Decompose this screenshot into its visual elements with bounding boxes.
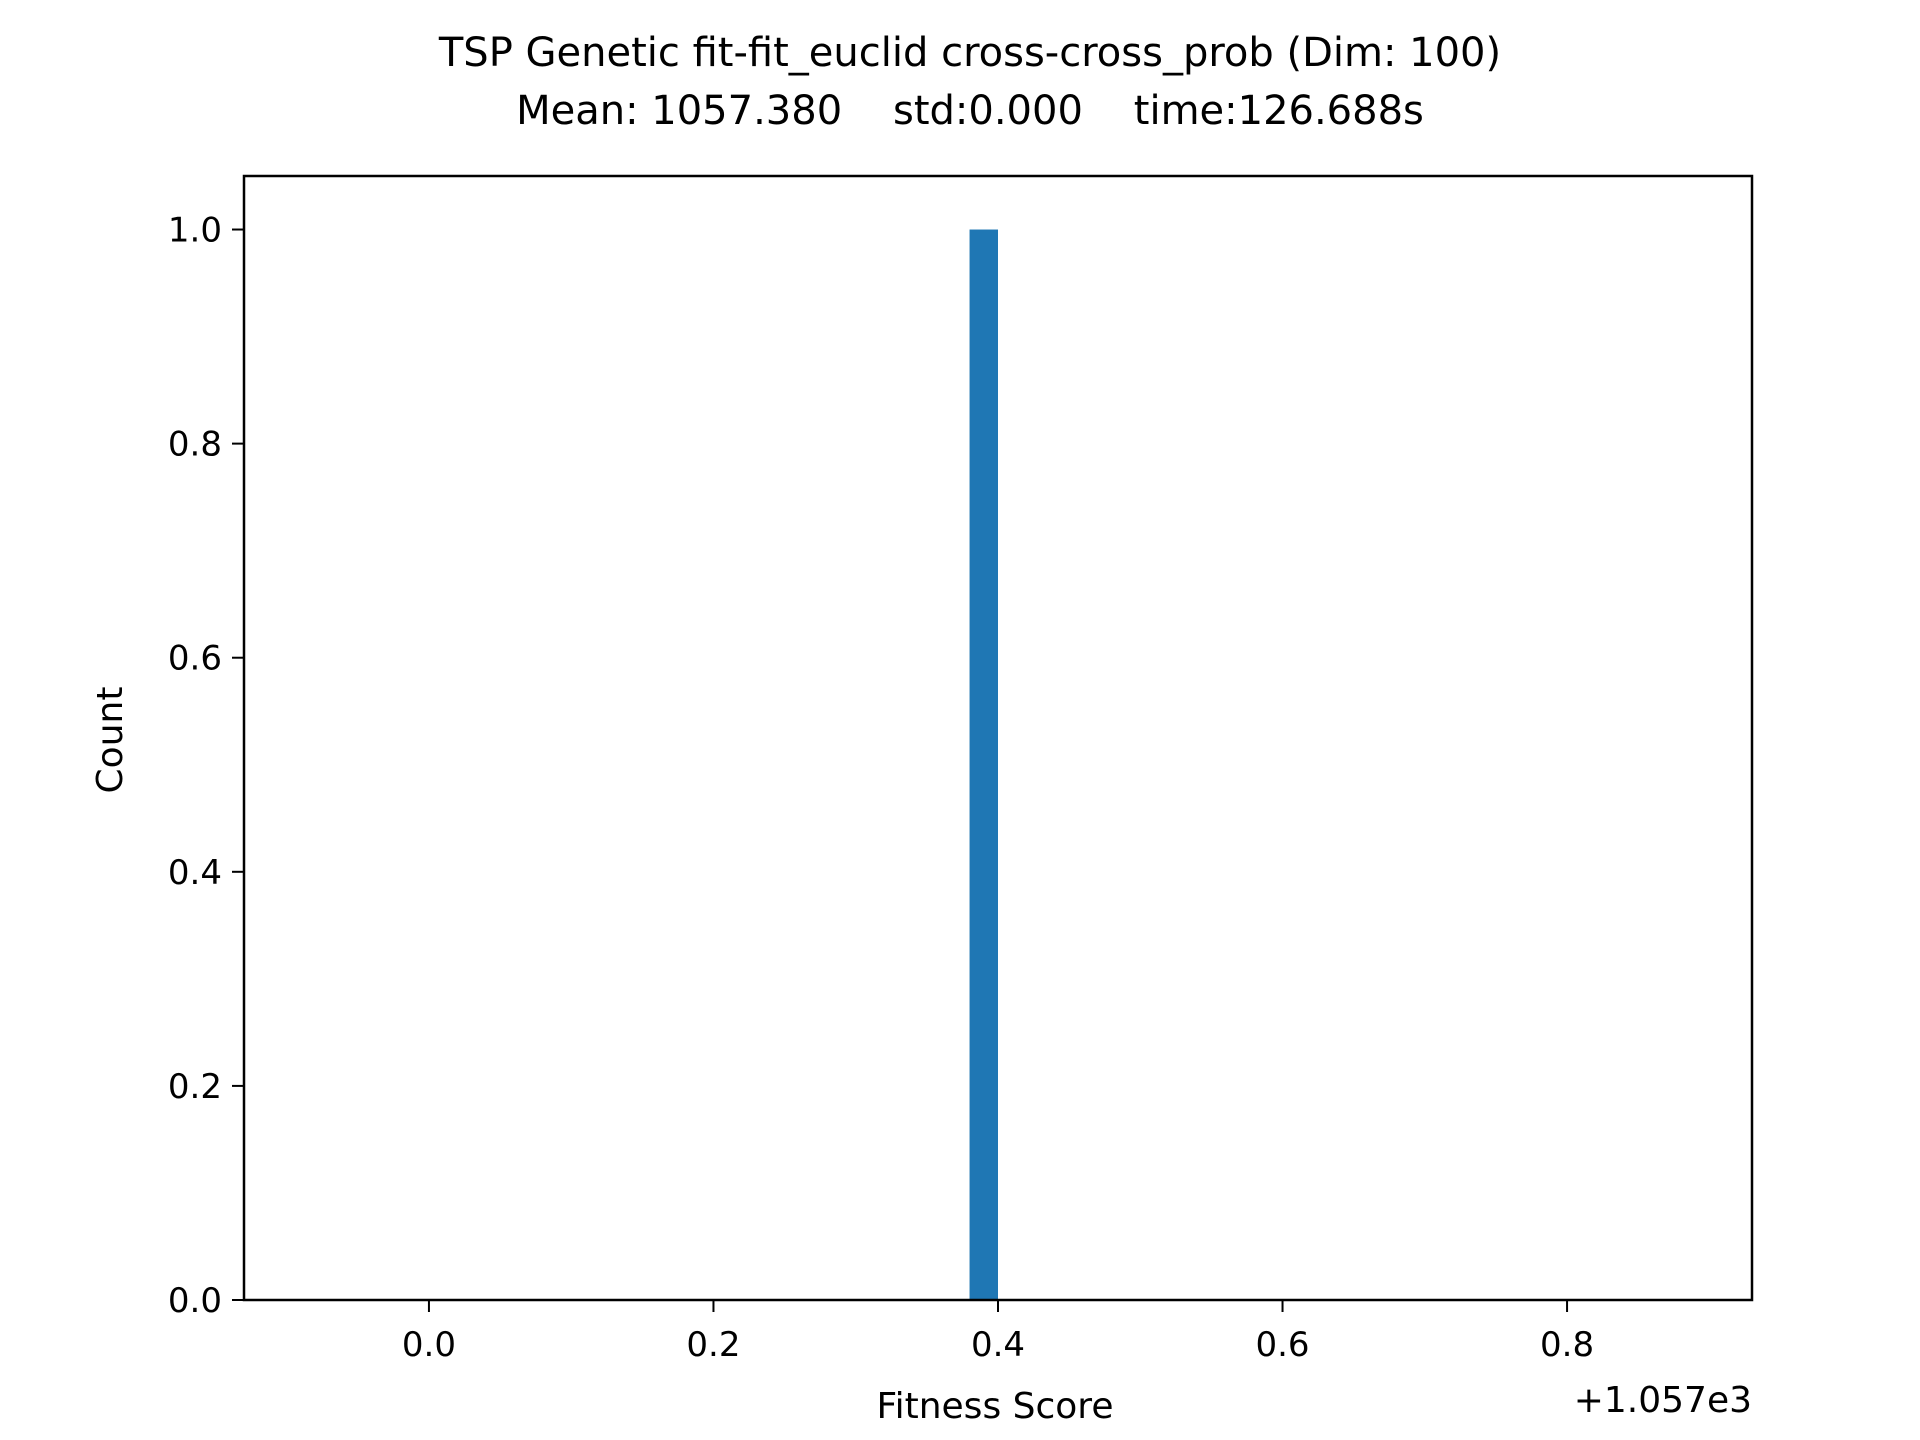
plot-frame — [242, 174, 1754, 1302]
x-tick-label-2: 0.4 — [971, 1325, 1025, 1365]
x-tick-label-4: 0.8 — [1540, 1325, 1594, 1365]
y-axis-label: Count — [90, 687, 131, 794]
y-tick-label-2: 0.4 — [168, 853, 222, 893]
chart-subtitle: Mean: 1057.380 std:0.000 time:126.688s — [516, 88, 1424, 134]
chart-title: TSP Genetic fit-fit_euclid cross-cross_p… — [438, 30, 1501, 76]
y-axis-ticks: 0.0 0.2 0.4 0.6 0.8 1.0 — [168, 211, 244, 1321]
x-axis-ticks: 0.0 0.2 0.4 0.6 0.8 — [402, 1300, 1594, 1365]
y-tick-label-3: 0.6 — [168, 639, 222, 679]
y-tick-label-1: 0.2 — [168, 1067, 222, 1107]
x-tick-label-0: 0.0 — [402, 1325, 456, 1365]
y-tick-label-4: 0.8 — [168, 425, 222, 465]
x-axis-label: Fitness Score — [877, 1386, 1114, 1427]
x-tick-label-3: 0.6 — [1255, 1325, 1309, 1365]
histogram-bar-0 — [969, 229, 998, 1300]
y-tick-label-0: 0.0 — [168, 1281, 222, 1321]
bars-group — [969, 229, 998, 1300]
y-tick-label-5: 1.0 — [168, 211, 222, 251]
x-axis-offset-label: +1.057e3 — [1574, 1380, 1752, 1421]
x-tick-label-1: 0.2 — [686, 1325, 740, 1365]
